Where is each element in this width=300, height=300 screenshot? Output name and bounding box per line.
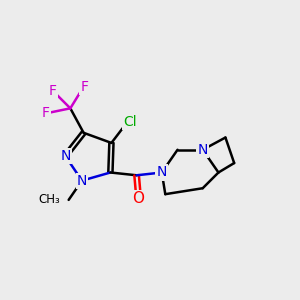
Text: N: N [60,149,70,163]
Text: F: F [49,84,57,98]
Text: N: N [77,174,87,188]
Text: N: N [157,166,167,179]
Text: F: F [80,80,88,94]
Text: CH₃: CH₃ [38,194,60,206]
Text: Cl: Cl [124,115,137,129]
Text: F: F [42,106,50,119]
Text: N: N [197,143,208,157]
Text: O: O [132,191,144,206]
